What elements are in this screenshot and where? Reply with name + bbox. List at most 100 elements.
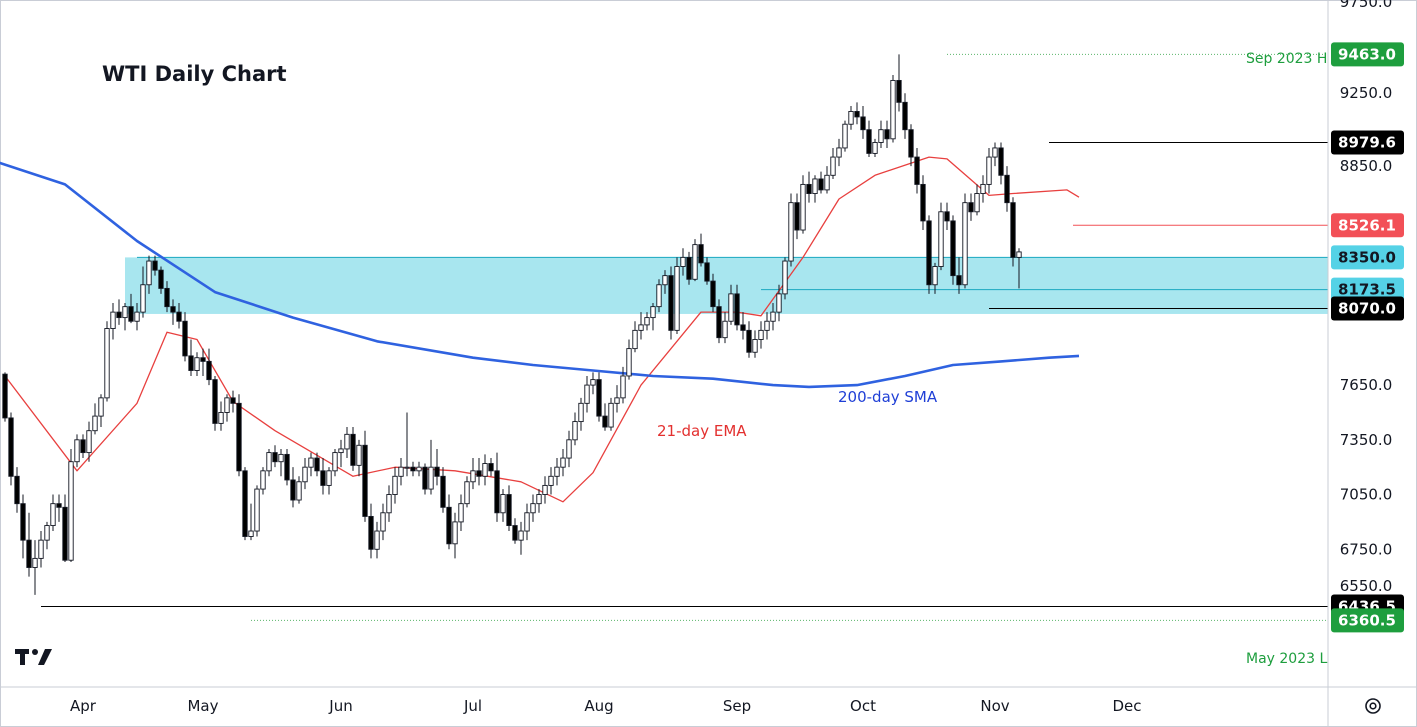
- candle-body: [14, 475, 20, 505]
- y-tick-label: 8850.0: [1340, 157, 1393, 175]
- candle-body: [464, 481, 470, 505]
- candle-body: [158, 269, 164, 289]
- candle-body: [692, 244, 698, 280]
- candle-body: [326, 470, 332, 486]
- candle-body: [404, 466, 410, 469]
- y-tick-label: 6750.0: [1340, 540, 1393, 558]
- candle-body: [782, 260, 788, 295]
- candle-body: [512, 525, 518, 541]
- candle-body: [962, 202, 968, 286]
- candle-body: [914, 156, 920, 185]
- candle-body: [380, 512, 386, 532]
- candle-body: [632, 329, 638, 350]
- candle-body: [704, 262, 710, 282]
- candle-body: [788, 202, 794, 262]
- candle-body: [32, 557, 38, 568]
- candle-body: [842, 123, 848, 149]
- price-tag-label: 8070.0: [1338, 299, 1396, 317]
- x-tick-label: Nov: [980, 697, 1009, 715]
- candle-body: [620, 375, 626, 399]
- candle-body: [230, 397, 236, 404]
- candle-body: [932, 266, 938, 286]
- x-tick-label: Apr: [70, 697, 97, 715]
- may-low-label: May 2023 L: [1246, 651, 1327, 667]
- x-tick-label: Aug: [584, 697, 613, 715]
- candle-body: [386, 494, 392, 514]
- x-tick-label: May: [187, 697, 218, 715]
- candle-body: [572, 421, 578, 441]
- candle-body: [608, 402, 614, 428]
- candle-body: [1004, 174, 1010, 204]
- candle-body: [392, 475, 398, 495]
- candle-body: [902, 101, 908, 131]
- candle-body: [116, 311, 122, 319]
- candle-body: [494, 470, 500, 514]
- candle-body: [194, 357, 200, 371]
- x-tick-label: Jul: [463, 697, 482, 715]
- candle-body: [56, 503, 62, 508]
- candle-body: [578, 402, 584, 423]
- candle-body: [896, 79, 902, 103]
- candle-body: [866, 129, 872, 154]
- candle-body: [428, 466, 434, 490]
- candle-body: [452, 521, 458, 545]
- candle-body: [728, 293, 734, 322]
- price-tag-label: 6360.5: [1338, 611, 1396, 629]
- x-tick-label: Dec: [1112, 697, 1141, 715]
- candle-body: [290, 479, 296, 501]
- candle-body: [878, 129, 884, 143]
- candle-body: [530, 503, 536, 514]
- candle-body: [2, 373, 8, 419]
- candle-body: [920, 183, 926, 222]
- candle-body: [446, 506, 452, 545]
- sep-high-label: Sep 2023 H: [1246, 51, 1327, 67]
- candle-body: [50, 503, 56, 527]
- candle-body: [680, 256, 686, 267]
- sma-label: 200-day SMA: [838, 388, 938, 406]
- price-tag: [1331, 245, 1404, 270]
- candle-body: [794, 202, 800, 231]
- candle-body: [554, 466, 560, 477]
- candle-body: [206, 360, 212, 381]
- y-tick-label: 7050.0: [1340, 486, 1393, 504]
- candle-body: [374, 530, 380, 550]
- candle-body: [182, 320, 188, 357]
- y-tick-label: 6550.0: [1340, 577, 1393, 595]
- candle-body: [344, 433, 350, 450]
- y-tick-label: 9250.0: [1340, 84, 1393, 102]
- candle-body: [98, 397, 104, 417]
- candle-body: [350, 433, 356, 466]
- candle-body: [998, 147, 1004, 176]
- candle-body: [488, 463, 494, 472]
- tradingview-logo-icon[interactable]: [15, 649, 52, 665]
- candle-body: [500, 494, 506, 514]
- candle-body: [668, 275, 674, 331]
- candle-body: [764, 320, 770, 331]
- price-tag: [1331, 130, 1404, 155]
- candle-body: [272, 452, 278, 463]
- candle-body: [416, 466, 422, 472]
- candle-body: [410, 466, 416, 472]
- candle-body: [74, 439, 80, 463]
- candle-body: [824, 174, 830, 191]
- candle-body: [848, 111, 854, 125]
- candle-body: [716, 306, 722, 339]
- candle-body: [140, 284, 146, 313]
- candle-body: [1010, 202, 1016, 258]
- candle-body: [644, 317, 650, 326]
- candle-body: [710, 280, 716, 308]
- candle-body: [434, 466, 440, 477]
- candle-body: [212, 379, 218, 424]
- series-line: [0, 161, 1080, 389]
- candle-body: [440, 475, 446, 508]
- y-tick-label: 7650.0: [1340, 376, 1393, 394]
- candle-body: [968, 202, 974, 213]
- candle-body: [926, 220, 932, 286]
- gear-icon[interactable]: [1365, 698, 1381, 714]
- chart-title: WTI Daily Chart: [102, 62, 287, 86]
- candle-body: [596, 379, 602, 417]
- candle-body: [890, 79, 896, 140]
- candle-body: [164, 287, 170, 308]
- candle-body: [176, 311, 182, 322]
- candle-body: [590, 379, 596, 386]
